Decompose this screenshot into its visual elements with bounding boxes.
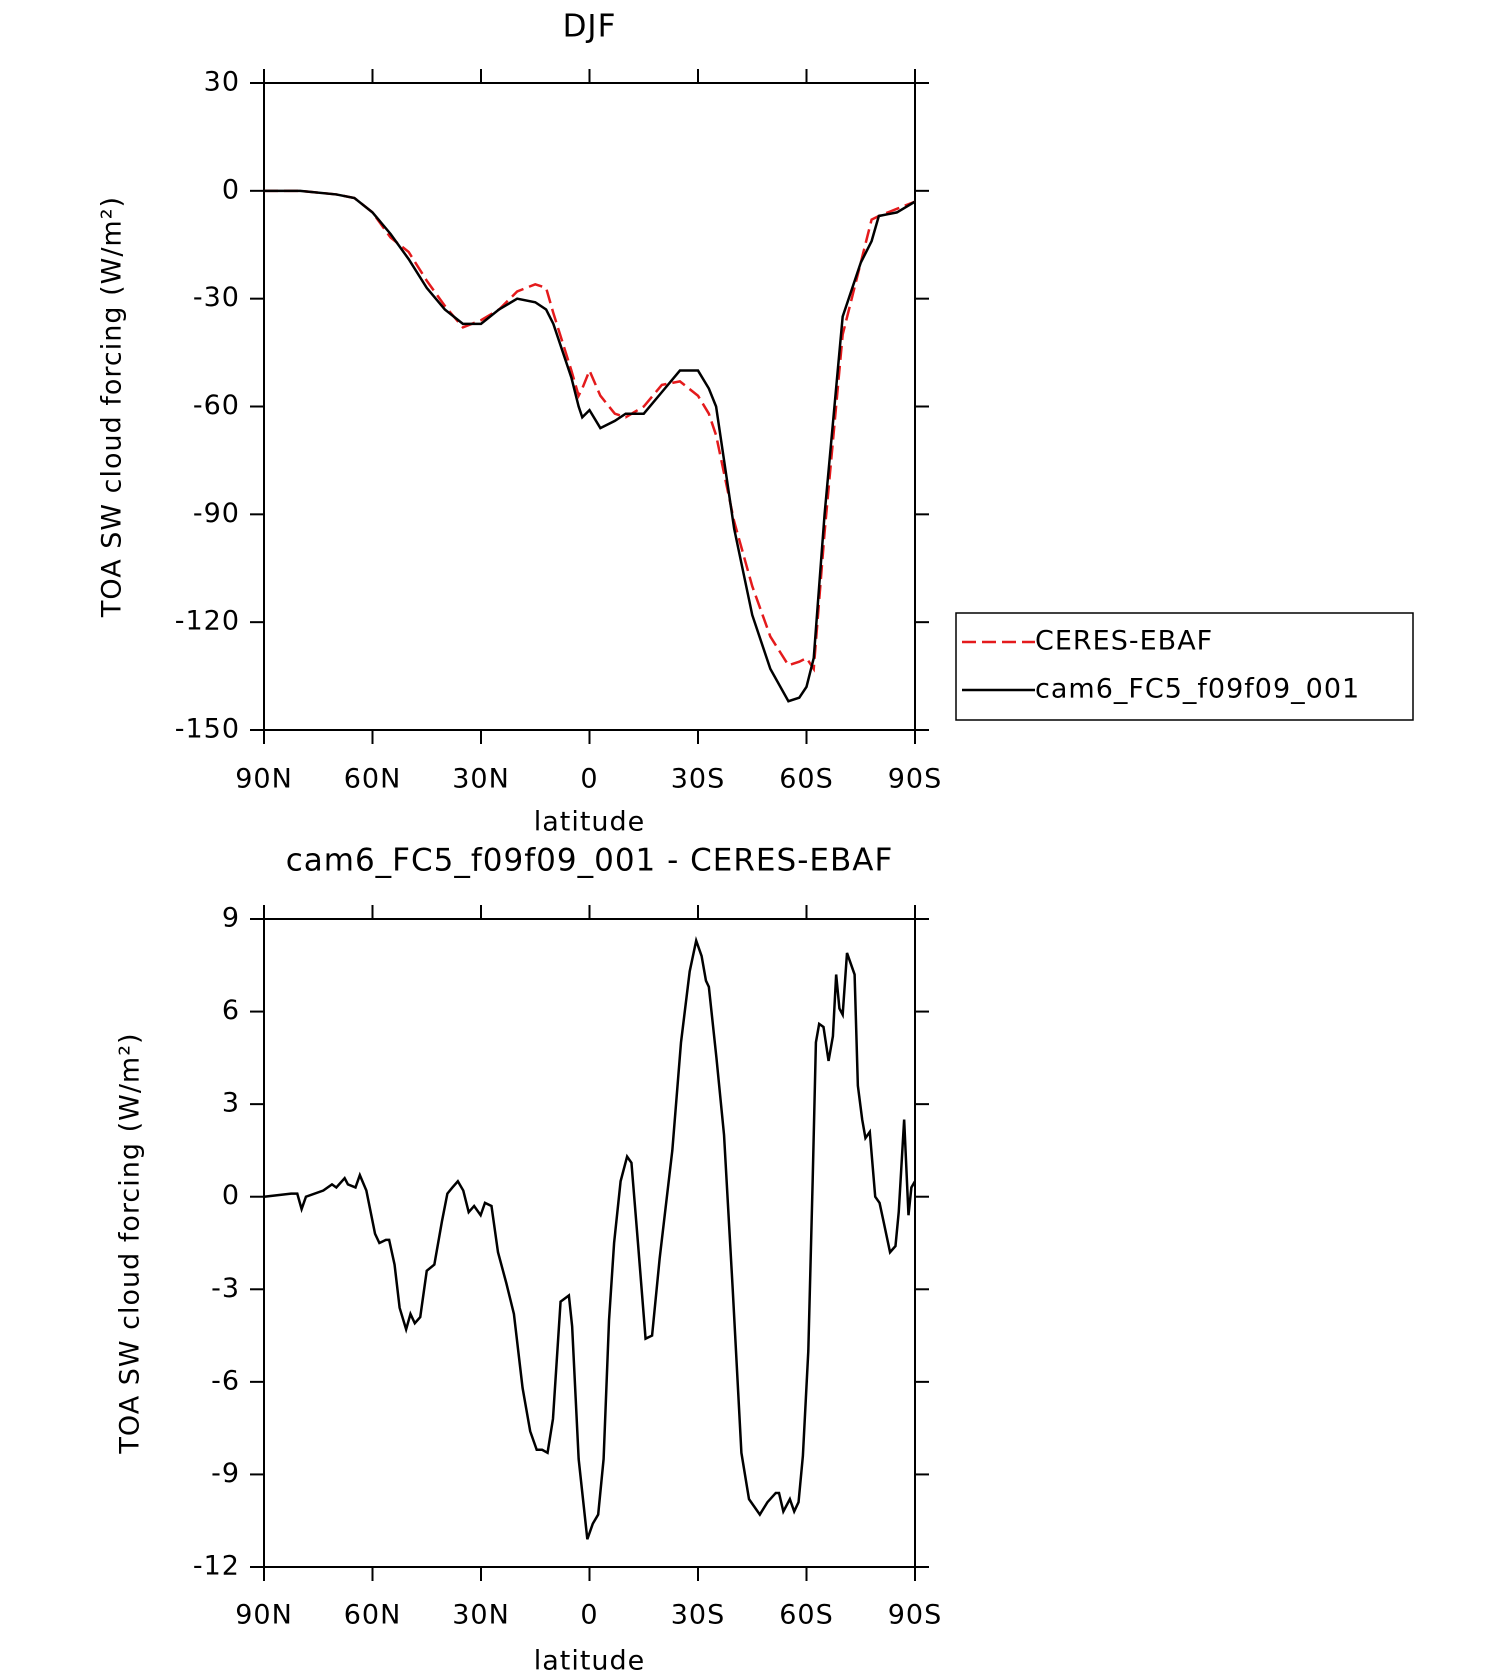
y-tick-label: -60	[193, 390, 240, 421]
y-tick-label: 3	[222, 1088, 240, 1119]
x-tick-label: 60S	[779, 764, 834, 795]
y-tick-label: -3	[211, 1273, 240, 1304]
y-tick-label: -30	[193, 282, 240, 313]
x-tick-label: 0	[580, 764, 598, 795]
chart-title: cam6_FC5_f09f09_001 - CERES-EBAF	[286, 843, 894, 879]
legend-label: cam6_FC5_f09f09_001	[1035, 674, 1360, 705]
x-tick-label: 0	[580, 1600, 598, 1631]
y-tick-label: 9	[222, 903, 240, 934]
x-tick-label: 90N	[235, 764, 293, 795]
y-tick-label: 0	[222, 1180, 240, 1211]
y-tick-label: -12	[193, 1551, 240, 1582]
series-line	[264, 189, 916, 703]
x-tick-label: 60S	[779, 1600, 834, 1631]
x-tick-label: 60N	[344, 1600, 402, 1631]
x-tick-label: 30N	[452, 1600, 510, 1631]
legend-box	[955, 612, 1414, 721]
x-tick-label: 60N	[344, 764, 402, 795]
y-tick-label: -120	[175, 606, 240, 637]
y-tick-label: 0	[222, 174, 240, 205]
y-tick-label: 6	[222, 995, 240, 1026]
legend-label: CERES-EBAF	[1035, 626, 1213, 657]
x-tick-label: 90S	[888, 1600, 943, 1631]
y-axis-label: TOA SW cloud forcing (W/m²)	[115, 1032, 146, 1454]
chart-title: DJF	[563, 9, 617, 45]
plot-frame	[263, 918, 916, 1568]
y-tick-label: -6	[211, 1365, 240, 1396]
series-line	[263, 935, 917, 1540]
y-tick-label: -9	[211, 1458, 240, 1489]
x-axis-label: latitude	[534, 1646, 646, 1677]
series-line	[264, 189, 916, 673]
x-tick-label: 30S	[671, 1600, 726, 1631]
x-axis-label: latitude	[534, 807, 646, 838]
x-tick-label: 30N	[452, 764, 510, 795]
x-tick-label: 90S	[888, 764, 943, 795]
x-tick-label: 30S	[671, 764, 726, 795]
y-tick-label: -150	[175, 714, 240, 745]
y-tick-label: -90	[193, 498, 240, 529]
y-axis-label: TOA SW cloud forcing (W/m²)	[97, 196, 128, 618]
x-tick-label: 90N	[235, 1600, 293, 1631]
y-tick-label: 30	[204, 67, 240, 98]
